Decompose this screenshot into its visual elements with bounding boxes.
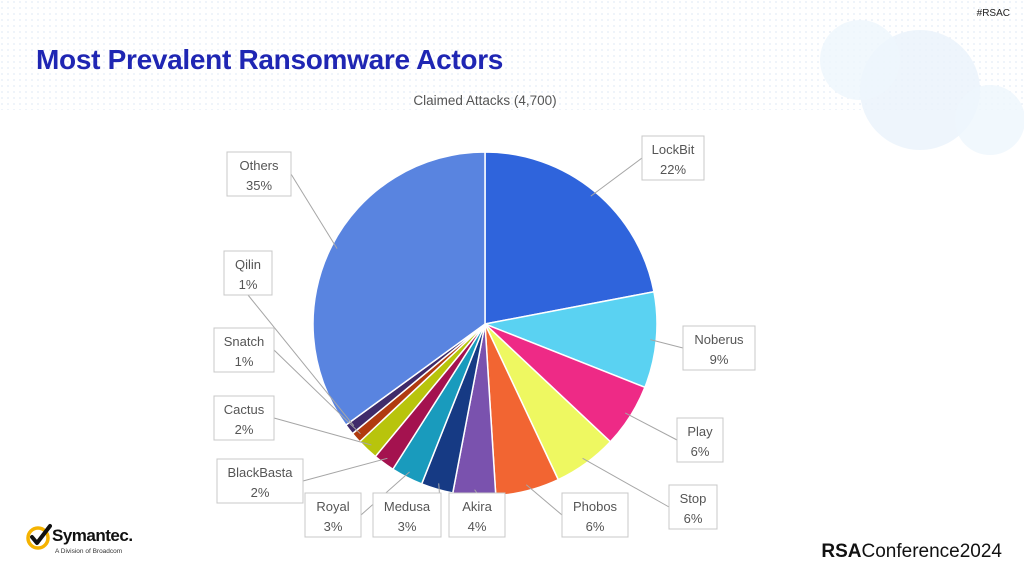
- leader-line-noberus: [650, 339, 684, 349]
- slice-value-lockbit: 22%: [660, 162, 686, 177]
- leader-line-blackbasta: [302, 457, 388, 482]
- slice-labels: LockBit 22% Noberus 9% Play 6% Stop 6% Phobos 6% A…: [213, 135, 756, 538]
- label-box-stop: [668, 484, 718, 530]
- leader-line-stop: [582, 457, 670, 508]
- page-title: Most Prevalent Ransomware Actors: [36, 44, 504, 75]
- brand-rest: Conference2024: [861, 541, 1003, 562]
- slice-name-blackbasta: BlackBasta: [227, 465, 293, 480]
- slice-value-medusa: 3%: [398, 519, 417, 534]
- label-box-blackbasta: [216, 458, 304, 504]
- slice-name-phobos: Phobos: [573, 499, 618, 514]
- pie-slice-noberus: [482, 290, 658, 389]
- label-box-noberus: [682, 325, 756, 371]
- slice-name-medusa: Medusa: [384, 499, 431, 514]
- label-box-snatch: [213, 327, 275, 373]
- slice-value-royal: 3%: [324, 519, 343, 534]
- slice-value-cactus: 2%: [235, 422, 254, 437]
- symantec-logo: Symantec.: [52, 526, 133, 545]
- slice-name-stop: Stop: [680, 491, 707, 506]
- slice-value-snatch: 1%: [235, 354, 254, 369]
- label-box-medusa: [372, 492, 442, 538]
- brand-bold: RSA: [821, 541, 862, 562]
- label-box-others: [226, 151, 292, 197]
- slice-name-qilin: Qilin: [235, 257, 261, 272]
- label-box-royal: [304, 492, 362, 538]
- leader-line-qilin: [247, 294, 355, 427]
- label-box-qilin: [223, 250, 273, 296]
- label-box-lockbit: [641, 135, 705, 181]
- leader-line-phobos: [525, 484, 563, 516]
- slice-value-phobos: 6%: [586, 519, 605, 534]
- chart-title: Claimed Attacks (4,700): [413, 93, 557, 108]
- slice-value-akira: 4%: [468, 519, 487, 534]
- slice-value-others: 35%: [246, 178, 272, 193]
- leader-line-others: [290, 173, 338, 249]
- slice-name-others: Others: [239, 158, 279, 173]
- slice-value-play: 6%: [691, 444, 710, 459]
- leader-line-lockbit: [590, 157, 643, 197]
- pie-slice-lockbit: [484, 151, 655, 325]
- pie-slices: [312, 151, 658, 497]
- slice-name-royal: Royal: [316, 499, 349, 514]
- slice-name-play: Play: [687, 424, 713, 439]
- symantec-check-icon: [26, 524, 52, 550]
- slice-name-lockbit: LockBit: [652, 142, 695, 157]
- slice-value-stop: 6%: [684, 511, 703, 526]
- label-box-phobos: [561, 492, 629, 538]
- slice-name-noberus: Noberus: [694, 332, 744, 347]
- slice-value-blackbasta: 2%: [251, 485, 270, 500]
- pie-slice-others: [312, 151, 486, 427]
- slice-name-snatch: Snatch: [224, 334, 264, 349]
- label-box-akira: [448, 492, 506, 538]
- label-box-play: [676, 417, 724, 463]
- slice-value-qilin: 1%: [239, 277, 258, 292]
- rsa-conference-logo: RSAConference2024: [821, 541, 1002, 563]
- slice-name-akira: Akira: [462, 499, 492, 514]
- leader-line-snatch: [273, 349, 361, 435]
- slice-value-noberus: 9%: [710, 352, 729, 367]
- hashtag: #RSAC: [976, 8, 1010, 19]
- leader-line-akira: [474, 489, 478, 494]
- label-box-cactus: [213, 395, 275, 441]
- leader-line-cactus: [273, 417, 372, 446]
- symantec-subtitle: A Division of Broadcom: [55, 548, 123, 555]
- leader-line-play: [624, 412, 678, 441]
- slice-name-cactus: Cactus: [224, 402, 265, 417]
